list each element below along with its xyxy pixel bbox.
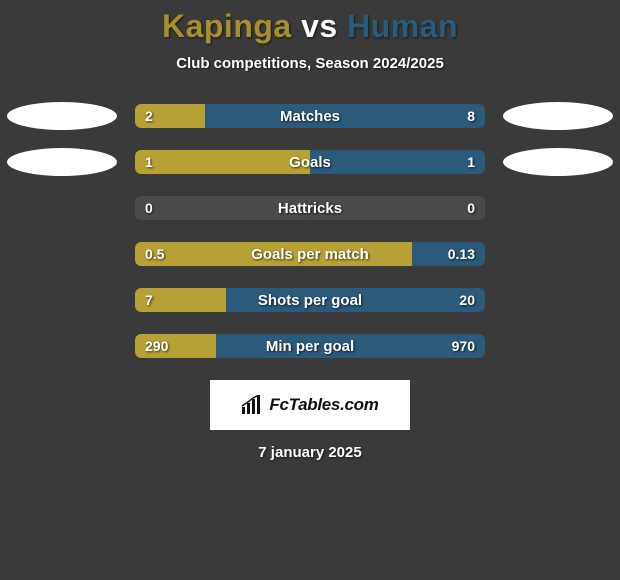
stat-label: Min per goal bbox=[135, 334, 485, 358]
stat-bar: 720Shots per goal bbox=[135, 288, 485, 312]
comparison-title: Kapinga vs Human bbox=[0, 8, 620, 45]
stat-bar: 00Hattricks bbox=[135, 196, 485, 220]
stat-row: 11Goals bbox=[0, 150, 620, 174]
stat-bar: 11Goals bbox=[135, 150, 485, 174]
player2-ellipse bbox=[503, 148, 613, 176]
player1-ellipse bbox=[7, 148, 117, 176]
stat-row: 720Shots per goal bbox=[0, 288, 620, 312]
player1-ellipse bbox=[7, 102, 117, 130]
logo: FcTables.com bbox=[241, 395, 378, 415]
subtitle: Club competitions, Season 2024/2025 bbox=[0, 55, 620, 72]
stat-label: Goals per match bbox=[135, 242, 485, 266]
chart-icon bbox=[241, 395, 263, 415]
stat-label: Goals bbox=[135, 150, 485, 174]
player1-name: Kapinga bbox=[162, 8, 292, 44]
player1-ellipse bbox=[7, 240, 117, 268]
stat-row: 00Hattricks bbox=[0, 196, 620, 220]
stat-row: 290970Min per goal bbox=[0, 334, 620, 358]
stat-bar: 290970Min per goal bbox=[135, 334, 485, 358]
player2-ellipse bbox=[503, 240, 613, 268]
logo-box: FcTables.com bbox=[210, 380, 410, 430]
player2-ellipse bbox=[503, 286, 613, 314]
vs-text: vs bbox=[301, 8, 338, 44]
player2-name: Human bbox=[347, 8, 458, 44]
stat-bar: 0.50.13Goals per match bbox=[135, 242, 485, 266]
player2-ellipse bbox=[503, 102, 613, 130]
date-text: 7 january 2025 bbox=[0, 444, 620, 461]
logo-text: FcTables.com bbox=[269, 395, 378, 415]
stat-row: 28Matches bbox=[0, 104, 620, 128]
player1-ellipse bbox=[7, 286, 117, 314]
stat-row: 0.50.13Goals per match bbox=[0, 242, 620, 266]
stat-label: Hattricks bbox=[135, 196, 485, 220]
stat-label: Shots per goal bbox=[135, 288, 485, 312]
player1-ellipse bbox=[7, 194, 117, 222]
stats-rows: 28Matches 11Goals 00Hattricks 0.50.13Goals … bbox=[0, 104, 620, 358]
stat-label: Matches bbox=[135, 104, 485, 128]
player2-ellipse bbox=[503, 194, 613, 222]
player1-ellipse bbox=[7, 332, 117, 360]
player2-ellipse bbox=[503, 332, 613, 360]
stat-bar: 28Matches bbox=[135, 104, 485, 128]
